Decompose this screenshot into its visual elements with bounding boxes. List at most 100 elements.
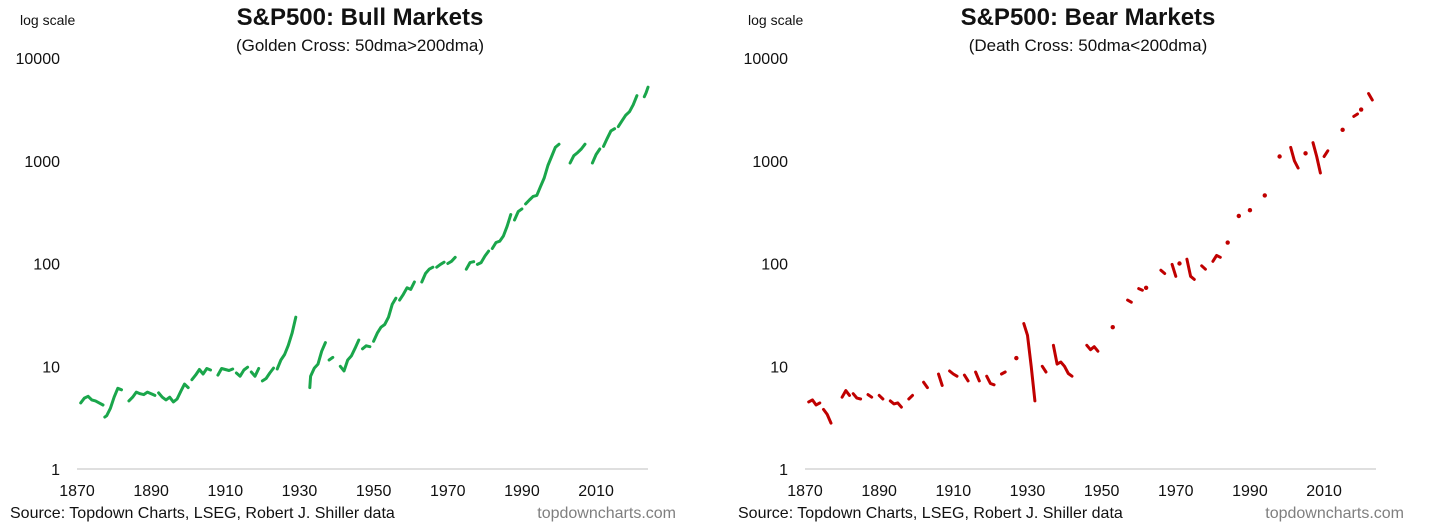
series-segment [590,147,602,165]
series-segment [866,393,874,399]
series-point [1340,127,1345,133]
series-point [1225,240,1230,245]
series-segment [1185,257,1196,281]
chart-subtitle: (Death Cross: 50dma<200dma) [968,36,1208,55]
series-segment [1200,264,1207,271]
series-segment [888,399,903,409]
x-tick-label: 1870 [787,483,823,500]
x-tick-label: 1930 [1010,483,1046,500]
scale-note: log scale [20,12,76,28]
series-segment [216,367,235,377]
series-segment [308,341,327,390]
y-tick-label: 100 [33,257,60,274]
series-segment [1085,343,1100,353]
series-segment [1352,112,1359,118]
series-segment [822,407,833,425]
series-segment [1322,149,1330,158]
source-note: Source: Topdown Charts, LSEG, Robert J. … [10,505,395,522]
series-segment [1000,370,1007,376]
series-segment [1311,141,1322,175]
series-segment [1040,364,1048,374]
brand-watermark: topdowncharts.com [537,505,676,522]
y-tick-label: 10 [42,359,60,376]
y-tick-label: 1 [779,462,788,479]
series-point [1236,213,1242,219]
chart-title: S&P500: Bear Markets [960,4,1216,31]
x-tick-label: 1950 [356,483,392,500]
bear-market-panel: log scale S&P500: Bear Markets (Death Cr… [728,0,1456,525]
series-segment [275,315,298,371]
series-segment [1126,298,1133,304]
y-tick-label: 10000 [16,51,61,68]
bull-chart-svg: 10000 1000 100 10 1 1870 1890 1910 1930 1950 1970… [16,51,650,500]
x-tick-label: 2010 [1306,483,1342,500]
series-segment [937,372,944,387]
series-segment [568,142,587,165]
series-segment [524,142,561,206]
bear-chart-svg: 10000 1000 100 10 1 1870 1890 1910 1930 1950 1970… [744,51,1376,500]
scale-note: log scale [748,12,804,28]
y-axis: 10000 1000 100 10 1 [744,51,789,479]
series-segment [1367,92,1374,102]
series-point [1262,193,1267,198]
series-point [1143,285,1149,291]
x-tick-label: 1970 [430,483,466,500]
series-segment [234,365,250,378]
series-segment [840,389,851,399]
x-tick-label: 1890 [133,483,169,500]
series-segment [79,394,105,407]
series-segment [464,260,476,271]
series-point [1358,107,1364,112]
series-segment [249,367,261,378]
series-segment [642,85,650,99]
series-segment [948,369,959,378]
series-segment [1289,145,1300,170]
y-axis: 10000 1000 100 10 1 [16,51,61,479]
series-point [1303,151,1308,156]
series-segment [616,94,639,129]
series-segment [602,127,617,148]
series-segment [327,355,335,362]
source-note: Source: Topdown Charts, LSEG, Robert J. … [738,505,1123,522]
series-segment [475,249,491,266]
x-tick-label: 1890 [861,483,897,500]
x-tick-label: 1910 [936,483,972,500]
x-tick-label: 1990 [1232,483,1268,500]
series-line [807,92,1374,425]
series-segment [851,392,863,401]
series-segment [338,338,361,373]
series-segment [157,382,190,404]
series-segment [260,366,275,383]
y-tick-label: 10000 [744,51,789,68]
series-point [1277,154,1282,159]
series-segment [807,398,822,407]
series-point [1014,355,1019,361]
series-segment [1022,322,1037,403]
x-axis: 1870 1890 1910 1930 1950 1970 1990 2010 [59,468,648,500]
series-point [1247,208,1253,213]
y-tick-label: 1000 [24,154,60,171]
series-segment [1170,262,1178,278]
x-tick-label: 1870 [59,483,95,500]
bull-market-panel: log scale S&P500: Bull Markets (Golden C… [10,4,676,522]
series-segment [1051,343,1074,378]
series-segment [446,255,457,265]
series-segment [1211,253,1222,263]
y-tick-label: 100 [761,257,788,274]
series-segment [127,390,157,403]
series-segment [962,373,970,383]
series-point [1110,324,1115,330]
series-segment [103,386,123,419]
series-segment [974,370,981,383]
series-segment [420,265,435,284]
series-segment [1159,268,1167,275]
y-tick-label: 10 [770,359,788,376]
x-tick-label: 1910 [208,483,244,500]
x-tick-label: 1990 [504,483,540,500]
series-segment [922,380,929,390]
y-tick-label: 1 [51,462,60,479]
chart-title: S&P500: Bull Markets [236,4,484,31]
series-segment [190,367,212,382]
series-segment [513,207,524,222]
